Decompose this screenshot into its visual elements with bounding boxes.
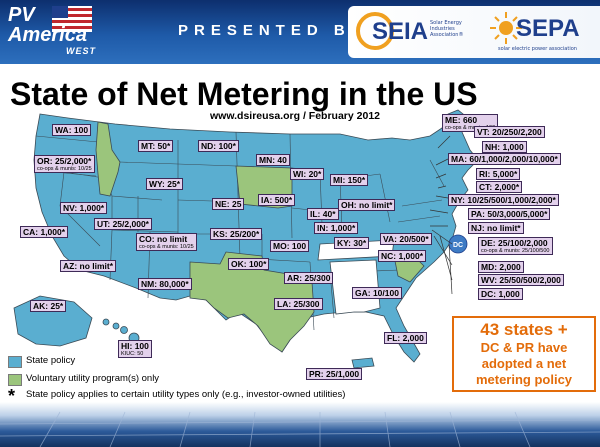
state-label: NE: 25 — [212, 198, 245, 210]
puerto-rico-shape — [351, 357, 375, 369]
state-label: FL: 2,000 — [384, 332, 427, 344]
header-banner: PV America WEST PRESENTED BY: SEIA Solar… — [0, 0, 600, 64]
state-label: CT: 2,000* — [476, 181, 523, 193]
state-label: PA: 50/3,000/5,000* — [468, 208, 551, 220]
state-label: VA: 20/500* — [380, 233, 432, 245]
state-label: AR: 25/300 — [284, 272, 334, 284]
state-label: AK: 25* — [30, 300, 67, 312]
sepa-logo-text: SEPA — [516, 15, 580, 42]
state-label: OK: 100* — [228, 258, 270, 270]
state-label: WV: 25/50/500/2,000 — [478, 274, 564, 286]
summary-callout: 43 states + DC & PR have adopted a net m… — [452, 316, 596, 392]
leader-lines — [429, 135, 453, 295]
state-label: UT: 25/2,000* — [94, 218, 152, 230]
state-label: WA: 100 — [52, 124, 92, 136]
state-label: RI: 5,000* — [476, 168, 521, 180]
source-line: www.dsireusa.org / February 2012 — [210, 110, 381, 122]
state-label: WY: 25* — [146, 178, 184, 190]
state-label: NV: 1,000* — [60, 202, 108, 214]
state-label: OH: no limit* — [338, 199, 396, 211]
state-label: MN: 40 — [256, 154, 290, 166]
pv-line-3: WEST — [66, 46, 96, 56]
flag-icon — [52, 6, 92, 32]
pv-line-2: America — [8, 24, 87, 46]
legend-label: State policy applies to certain utility … — [26, 389, 346, 400]
state-label: AZ: no limit* — [60, 260, 117, 272]
seia-subtitle: Solar Energy Industries Association® — [430, 20, 464, 38]
state-label: NJ: no limit* — [468, 222, 524, 234]
pv-america-logo: PV America WEST — [8, 4, 156, 60]
sepa-subtitle: solar electric power association — [498, 46, 577, 52]
state-label: MD: 2,000 — [478, 261, 524, 273]
state-label: CO: no limit co-ops & munis: 10/25 — [136, 233, 197, 251]
state-label: CA: 1,000* — [20, 226, 69, 238]
legend-label: State policy — [26, 355, 76, 366]
callout-line-4: metering policy — [475, 372, 573, 387]
state-label: HI: 100 KIUC: 50 — [118, 340, 152, 358]
callout-line-2: DC & PR have — [480, 340, 568, 355]
callout-line-3: adopted a net — [481, 356, 567, 371]
state-label: OR: 25/2,000* co-ops & munis: 10/25 — [34, 155, 95, 173]
state-label: MO: 100 — [270, 240, 310, 252]
state-label: NC: 1,000* — [378, 250, 427, 262]
state-label: ND: 100* — [198, 140, 239, 152]
idaho-shape — [95, 121, 121, 197]
state-label: DE: 25/100/2,000 co-ops & munis: 25/100/5… — [478, 237, 553, 255]
state-label: DC: 1,000 — [478, 288, 523, 300]
seia-logo-text: SEIA — [372, 18, 429, 45]
pv-line-1: PV — [8, 4, 35, 26]
state-label: GA: 10/100 — [352, 287, 402, 299]
seia-sun-icon — [356, 12, 394, 50]
page-title: State of Net Metering in the US — [10, 76, 478, 112]
state-label: MI: 150* — [330, 174, 369, 186]
state-label: VT: 20/250/2,200 — [474, 126, 545, 138]
state-label: NM: 80,000* — [138, 278, 192, 290]
state-label: IL: 40* — [307, 208, 339, 220]
solar-panel-grid — [0, 411, 600, 447]
presented-by-text: PRESENTED BY: — [178, 22, 377, 39]
state-label: KS: 25/200* — [210, 228, 263, 240]
dc-marker-label: DC — [453, 242, 463, 249]
asterisk-icon: * — [8, 386, 16, 406]
state-label: KY: 30* — [334, 237, 370, 249]
state-label: NH: 1,000 — [482, 141, 527, 153]
state-label: LA: 25/300 — [274, 298, 323, 310]
texas-shape — [189, 251, 315, 353]
legend-label: Voluntary utility program(s) only — [26, 373, 160, 384]
state-label: MA: 60/1,000/2,000/10,000* — [448, 153, 561, 165]
state-label: IA: 500* — [258, 194, 296, 206]
sepa-sun-icon — [490, 12, 522, 44]
solar-panel-strip — [0, 402, 600, 447]
state-label: WI: 20* — [290, 168, 325, 180]
voluntary-swatch — [8, 374, 22, 386]
callout-line-1: 43 states + — [480, 320, 568, 339]
state-policy-swatch — [8, 356, 22, 368]
state-label: IN: 1,000* — [314, 222, 359, 234]
state-label: PR: 25/1,000 — [306, 368, 363, 380]
state-label: NY: 10/25/500/1,000/2,000* — [448, 194, 559, 206]
state-label: MT: 50* — [138, 140, 174, 152]
sponsor-logos: SEIA Solar Energy Industries Association… — [348, 6, 600, 58]
